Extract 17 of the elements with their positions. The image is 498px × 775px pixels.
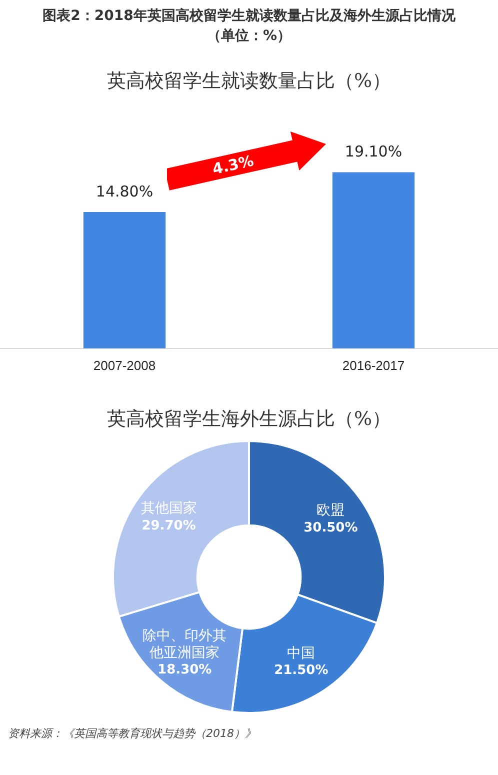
chart-title: 英高校留学生海外生源占比（%） <box>106 407 392 432</box>
data-label: 18.30% <box>158 662 212 678</box>
text: 资料来源：《英国高等教育现状与趋势（2018）》 <box>7 726 257 742</box>
slice-label: 除中、印外其他亚洲国家 <box>142 628 227 661</box>
data-label: 21.50% <box>274 663 328 678</box>
slice-label: 欧盟 <box>316 502 345 519</box>
x-tick-label: 2016-2017 <box>342 358 405 373</box>
chart-title: 图表2：2018年英国高校留学生就读数量占比及海外生源占比情况（单位：%） <box>42 6 456 46</box>
x-tick-label: 2007-2008 <box>93 358 156 373</box>
slice-label: 其他国家 <box>140 500 197 517</box>
data-label: 30.50% <box>304 520 358 536</box>
data-label: 29.70% <box>142 518 196 534</box>
chart-subtitle: 英高校留学生就读数量占比（%） <box>106 69 392 94</box>
data-label: 19.10% <box>344 142 402 161</box>
data-label: 14.80% <box>96 182 154 200</box>
annotation: 4.3% <box>210 152 256 178</box>
slice-label: 中国 <box>287 645 316 662</box>
